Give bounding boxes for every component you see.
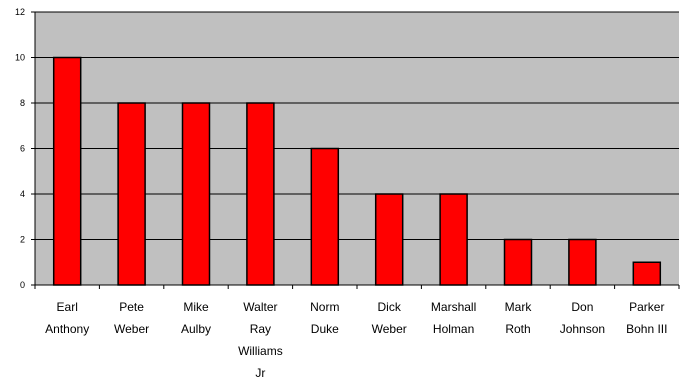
x-category-label: Dick Weber	[372, 300, 407, 336]
y-tick-label: 10	[15, 53, 25, 63]
x-category-label-line: Williams	[238, 344, 283, 358]
bar	[374, 193, 404, 286]
x-category-label-line: Johnson	[560, 322, 605, 336]
x-category-label: Earl Anthony	[45, 300, 89, 336]
bar	[246, 102, 275, 286]
bar	[503, 238, 533, 286]
x-category-label-line: Anthony	[45, 322, 89, 336]
bar	[632, 261, 662, 286]
bar	[181, 102, 211, 286]
x-category-label-line: Bohn III	[626, 322, 667, 336]
x-category-label-line: Parker	[629, 300, 664, 314]
x-category-label-line: Weber	[372, 322, 407, 336]
x-category-label-line: Roth	[505, 322, 530, 336]
x-category-label: Marshall Holman	[431, 300, 476, 336]
x-category-label: Mike Aulby	[181, 300, 211, 336]
x-category-label: Pete Weber	[114, 300, 149, 336]
x-category-label-line: Marshall	[431, 300, 476, 314]
x-category-label-line: Earl	[57, 300, 78, 314]
bar	[310, 147, 340, 286]
y-tick-label: 12	[15, 7, 25, 17]
bar	[117, 102, 146, 286]
y-tick-labels: 0 2 4 6 8 10 12	[15, 7, 35, 290]
x-category-label: Walter Ray Williams Jr	[238, 300, 283, 380]
bar	[439, 193, 468, 286]
y-tick-label: 6	[20, 144, 25, 154]
x-category-label-line: Dick	[378, 300, 402, 314]
x-category-label-line: Mark	[505, 300, 533, 314]
x-category-label-line: Walter	[243, 300, 277, 314]
x-category-label: Parker Bohn III	[626, 300, 667, 336]
bars	[52, 56, 662, 286]
x-category-label-line: Ray	[250, 322, 271, 336]
x-category-label-line: Duke	[311, 322, 339, 336]
x-category-label-line: Norm	[310, 300, 339, 314]
x-category-label-line: Jr	[255, 366, 265, 380]
y-tick-label: 4	[20, 189, 25, 199]
x-category-label: Mark Roth	[505, 300, 533, 336]
x-category-label-line: Weber	[114, 322, 149, 336]
x-category-label: Don Johnson	[560, 300, 605, 336]
y-tick-label: 8	[20, 98, 25, 108]
y-tick-label: 0	[20, 280, 25, 290]
x-category-labels: Earl Anthony Pete Weber Mike Aulby Walter Ray Wi…	[45, 300, 667, 380]
x-category-label-line: Pete	[119, 300, 144, 314]
x-category-label-line: Don	[571, 300, 593, 314]
bar	[52, 56, 82, 286]
x-category-label-line: Mike	[183, 300, 209, 314]
x-category-label-line: Aulby	[181, 322, 211, 336]
bar	[568, 238, 597, 286]
x-category-label-line: Holman	[433, 322, 474, 336]
y-tick-label: 2	[20, 235, 25, 245]
x-category-label: Norm Duke	[310, 300, 339, 336]
